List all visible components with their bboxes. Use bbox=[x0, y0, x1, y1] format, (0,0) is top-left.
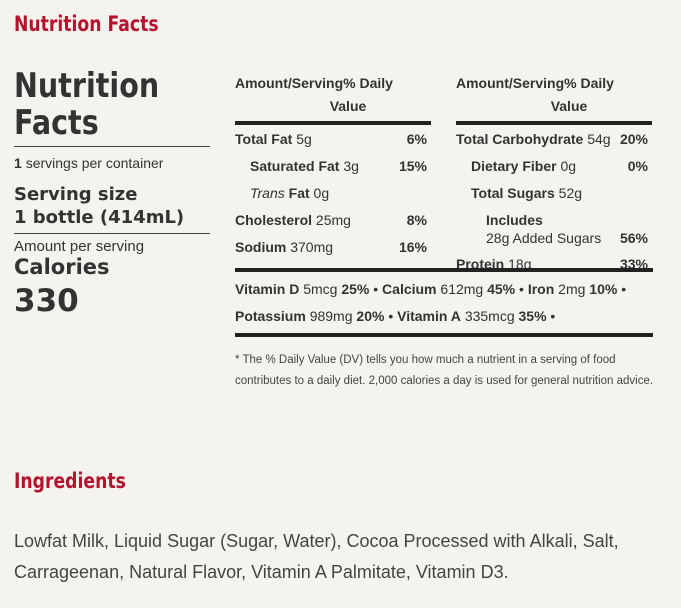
amount-per-serving: Amount per serving bbox=[14, 238, 145, 255]
nutrient-name: Total Carbohydrate bbox=[456, 131, 584, 147]
vitamins-line1: Vitamin D 5mcg 25% • Calcium 612mg 45% •… bbox=[235, 281, 627, 297]
vitamin-name: Vitamin D bbox=[235, 281, 300, 297]
vitamin-amount: 989mg bbox=[309, 308, 353, 324]
vitamin-name: Iron bbox=[527, 281, 555, 297]
column-header-amount: Amount/Serving bbox=[235, 75, 344, 91]
nutrient-row: Total Sugars 52g bbox=[456, 184, 652, 211]
calories-value: 330 bbox=[14, 283, 79, 319]
vitamin-name: Potassium bbox=[235, 308, 306, 324]
divider bbox=[14, 233, 210, 234]
serving-size-value: 1 bottle (414mL) bbox=[14, 207, 185, 228]
nutrient-dv: 8% bbox=[406, 212, 427, 228]
nutrient-row: Cholesterol 25mg 8% bbox=[235, 211, 431, 238]
vitamin-dv: 45% bbox=[487, 281, 516, 297]
nutrient-row: Sodium 370mg 16% bbox=[235, 238, 431, 265]
nutrient-dv: 15% bbox=[398, 158, 427, 174]
nutrient-amount: 28g Added Sugars bbox=[486, 230, 602, 246]
column-header-dv-line2: Value bbox=[550, 98, 588, 114]
nutrient-name: Includes bbox=[486, 212, 543, 228]
divider bbox=[456, 121, 652, 125]
nutrition-facts-heading: Nutrition Facts bbox=[14, 12, 159, 36]
vitamin-dv: 25% bbox=[341, 281, 370, 297]
nutrient-name-italic: Trans bbox=[250, 185, 285, 201]
nutrient-dv: 16% bbox=[398, 239, 427, 255]
nutrient-name: Total Sugars bbox=[471, 185, 555, 201]
nutrient-row: Saturated Fat 3g 15% bbox=[235, 157, 431, 184]
nutrient-amount: 5g bbox=[296, 131, 312, 147]
nutrient-row: Includes 28g Added Sugars 56% bbox=[456, 211, 652, 255]
column-header-dv-line2: Value bbox=[329, 98, 367, 114]
nutrient-amount: 25mg bbox=[315, 212, 351, 228]
label-summary: Nutrition Facts 1 servings per container… bbox=[14, 68, 210, 319]
vitamin-name: Vitamin A bbox=[397, 308, 461, 324]
nutrient-name: Saturated Fat bbox=[250, 158, 340, 174]
serving-size: Serving size 1 bottle (414mL) bbox=[14, 183, 210, 229]
nutrient-row: Dietary Fiber 0g 0% bbox=[456, 157, 652, 184]
nutrient-dv: 6% bbox=[406, 131, 427, 147]
nutrient-amount: 52g bbox=[558, 185, 583, 201]
serving-size-label: Serving size bbox=[14, 184, 138, 205]
vitamin-name: Calcium bbox=[382, 281, 437, 297]
nutrient-name: Cholesterol bbox=[235, 212, 313, 228]
label-title-line2: Facts bbox=[14, 103, 99, 143]
servings-text: servings per container bbox=[25, 155, 164, 171]
nutrient-dv: 56% bbox=[619, 230, 648, 246]
vitamin-amount: 5mcg bbox=[303, 281, 338, 297]
nutrient-amount: 0g bbox=[560, 158, 577, 174]
divider bbox=[14, 146, 210, 147]
ingredients-list: Lowfat Milk, Liquid Sugar (Sugar, Water)… bbox=[14, 531, 619, 582]
vitamins-minerals: Vitamin D 5mcg 25% • Calcium 612mg 45% •… bbox=[235, 268, 653, 337]
nutrient-amount: 370mg bbox=[290, 239, 334, 255]
nutrient-dv: 0% bbox=[627, 158, 648, 174]
servings-count: 1 bbox=[14, 155, 22, 171]
vitamin-amount: 335mcg bbox=[464, 308, 515, 324]
nutrient-row: Total Carbohydrate 54g 20% bbox=[456, 130, 652, 157]
calories-label: Calories bbox=[14, 255, 110, 279]
nutrient-row: Trans Fat 0g bbox=[235, 184, 431, 211]
nutrient-name: Fat bbox=[288, 185, 310, 201]
servings-per-container: 1 servings per container bbox=[14, 155, 210, 177]
nutrient-name: Dietary Fiber bbox=[471, 158, 557, 174]
nutrient-dv: 20% bbox=[619, 131, 648, 147]
vitamin-dv: 20% bbox=[356, 308, 385, 324]
vitamins-line2: Potassium 989mg 20% • Vitamin A 335mcg 3… bbox=[235, 308, 556, 324]
nutrient-name: Sodium bbox=[235, 239, 287, 255]
vitamin-dv: 35% bbox=[518, 308, 547, 324]
nutrient-amount: 54g bbox=[587, 131, 611, 147]
vitamin-dv: 10% bbox=[589, 281, 618, 297]
vitamin-amount: 2mg bbox=[558, 281, 586, 297]
label-title: Nutrition Facts bbox=[14, 68, 216, 142]
label-title-line1: Nutrition bbox=[14, 66, 160, 106]
column-header-amount: Amount/Serving bbox=[456, 75, 565, 91]
ingredients-heading: Ingredients bbox=[14, 469, 126, 493]
nutrients-column-left: Amount/Serving% Daily Value Total Fat 5g… bbox=[235, 72, 431, 265]
nutrient-row: Total Fat 5g 6% bbox=[235, 130, 431, 157]
nutrient-amount: 3g bbox=[343, 158, 359, 174]
daily-value-footnote: * The % Daily Value (DV) tells you how m… bbox=[235, 354, 654, 387]
nutrients-column-right: Amount/Serving% Daily Value Total Carboh… bbox=[456, 72, 652, 282]
column-header: Amount/Serving% Daily Value bbox=[235, 72, 431, 121]
nutrient-name: Total Fat bbox=[235, 131, 293, 147]
column-header-dv: % Daily bbox=[564, 75, 614, 91]
column-header: Amount/Serving% Daily Value bbox=[456, 72, 652, 121]
nutrient-amount: 0g bbox=[313, 185, 330, 201]
vitamin-amount: 612mg bbox=[440, 281, 484, 297]
divider bbox=[235, 121, 431, 125]
column-header-dv: % Daily bbox=[343, 75, 393, 91]
